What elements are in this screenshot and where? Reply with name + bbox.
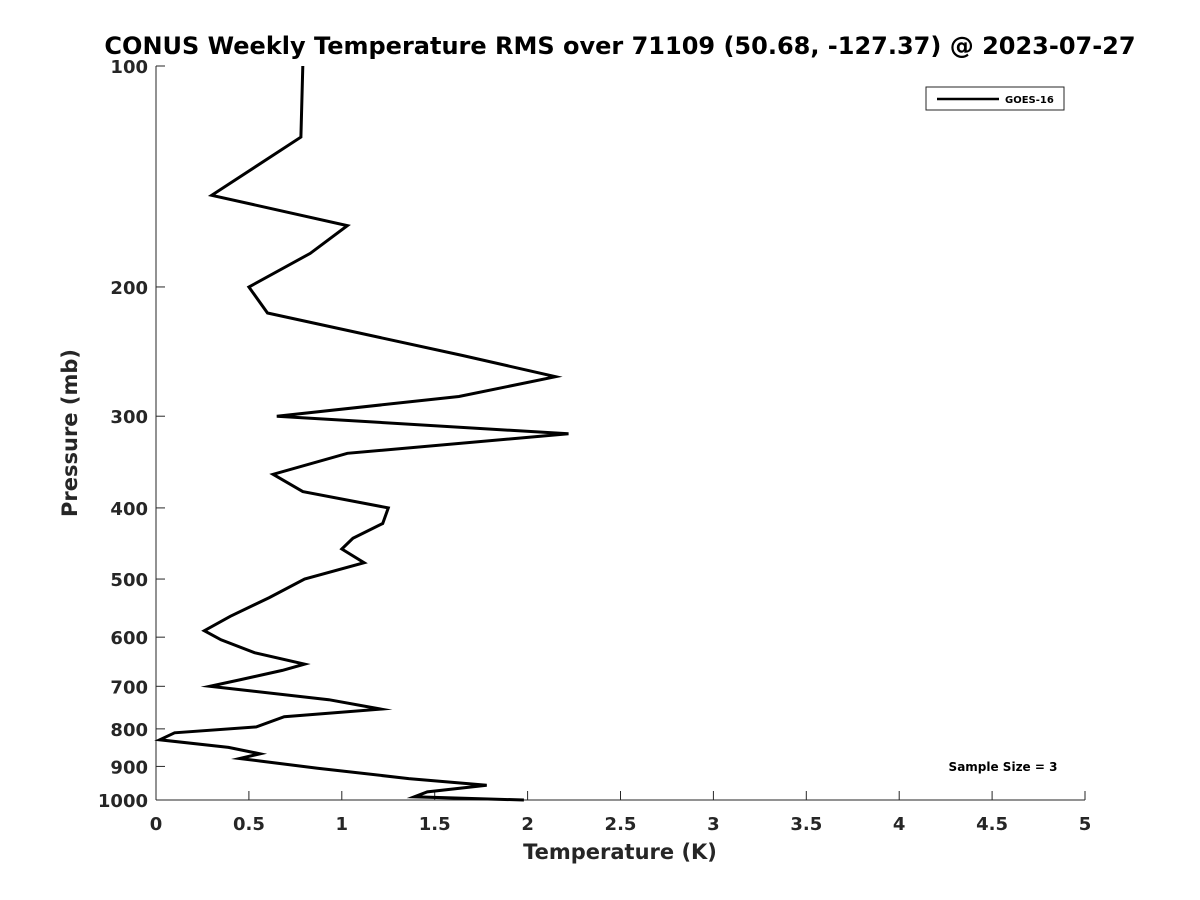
x-tick-label: 2.5 <box>605 814 637 835</box>
chart-title: CONUS Weekly Temperature RMS over 71109 … <box>104 32 1135 60</box>
y-tick-label: 900 <box>110 757 148 778</box>
y-tick-label: 400 <box>110 499 148 520</box>
x-tick-label: 0.5 <box>233 814 265 835</box>
y-tick-label: 500 <box>110 570 148 591</box>
y-tick-label: 200 <box>110 278 148 299</box>
y-tick-label: 800 <box>110 720 148 741</box>
y-tick-label: 300 <box>110 407 148 428</box>
legend-label-goes-16: GOES-16 <box>1005 95 1054 106</box>
y-axis-ticks: 100 200 300 400 500 600 700 800 900 1000 <box>98 57 165 812</box>
x-tick-label: 1 <box>336 814 349 835</box>
x-tick-label: 3 <box>707 814 720 835</box>
x-tick-label: 1.5 <box>419 814 451 835</box>
legend: GOES-16 <box>925 86 1065 111</box>
y-axis-label: Pressure (mb) <box>58 349 82 517</box>
series-line-goes-16 <box>154 65 569 802</box>
x-tick-label: 5 <box>1079 814 1092 835</box>
y-tick-label: 100 <box>110 57 148 78</box>
x-tick-label: 0 <box>150 814 163 835</box>
y-tick-label: 600 <box>110 628 148 649</box>
x-tick-label: 3.5 <box>790 814 822 835</box>
x-tick-label: 4 <box>893 814 906 835</box>
sample-size-annotation: Sample Size = 3 <box>949 760 1058 774</box>
x-axis-ticks: 0 0.5 1 1.5 2 2.5 3 3.5 4 4.5 5 <box>150 791 1092 835</box>
x-tick-label: 4.5 <box>976 814 1008 835</box>
x-tick-label: 2 <box>521 814 534 835</box>
y-tick-label: 700 <box>110 677 148 698</box>
y-tick-label: 1000 <box>98 791 148 812</box>
series-layer <box>154 65 569 802</box>
x-axis-label: Temperature (K) <box>523 840 717 864</box>
